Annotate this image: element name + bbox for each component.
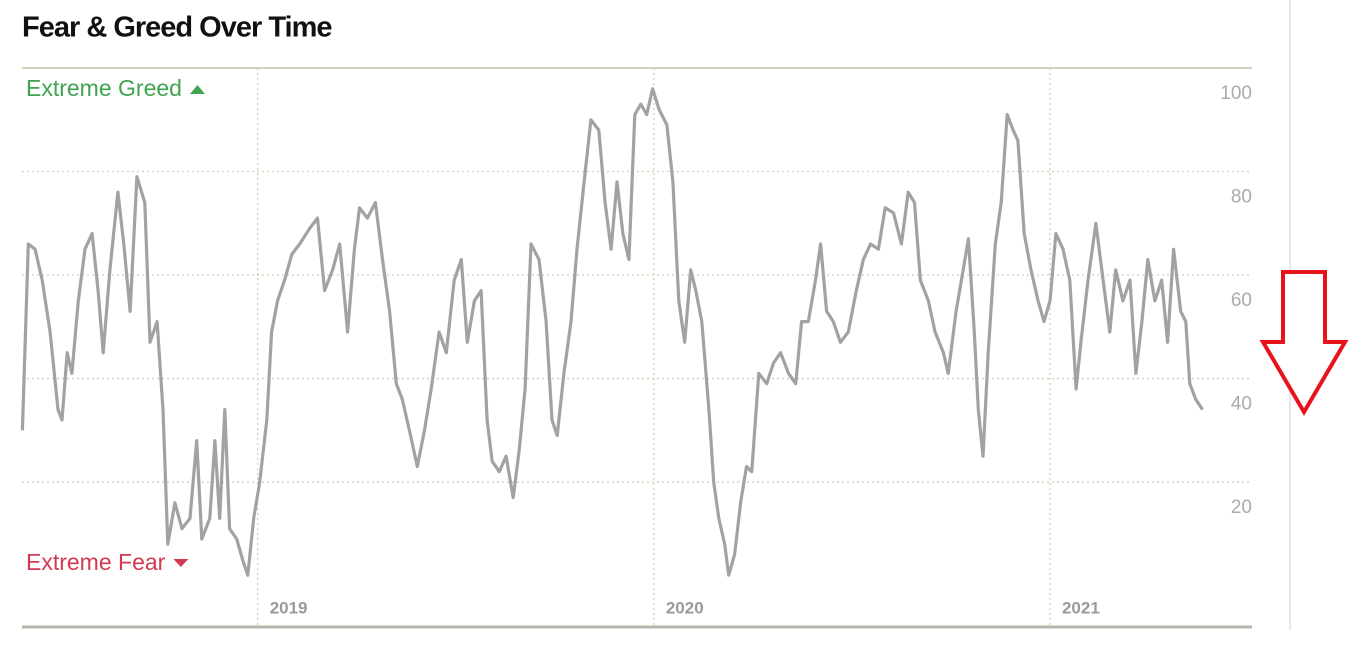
greed-triangle: [189, 85, 205, 94]
series: [20, 87, 1204, 577]
x-tick-label: 2020: [666, 598, 704, 617]
extreme-fear-label: Extreme Fear: [26, 549, 166, 575]
fear-triangle: [173, 559, 189, 567]
y-tick-label: 60: [1231, 290, 1252, 311]
extreme-greed-label: Extreme Greed: [26, 75, 182, 101]
y-tick-label: 40: [1231, 394, 1252, 415]
x-tick-label: 2021: [1062, 598, 1100, 617]
y-tick-label: 20: [1231, 497, 1252, 518]
down-arrow: [1259, 270, 1349, 416]
chart-title: Fear & Greed Over Time: [22, 12, 332, 44]
fear-greed-line: [20, 87, 1204, 577]
x-tick-label: 2019: [270, 598, 308, 617]
y-tick-label: 100: [1220, 83, 1252, 104]
y-tick-label: 80: [1231, 187, 1252, 208]
grid: [22, 67, 1252, 627]
